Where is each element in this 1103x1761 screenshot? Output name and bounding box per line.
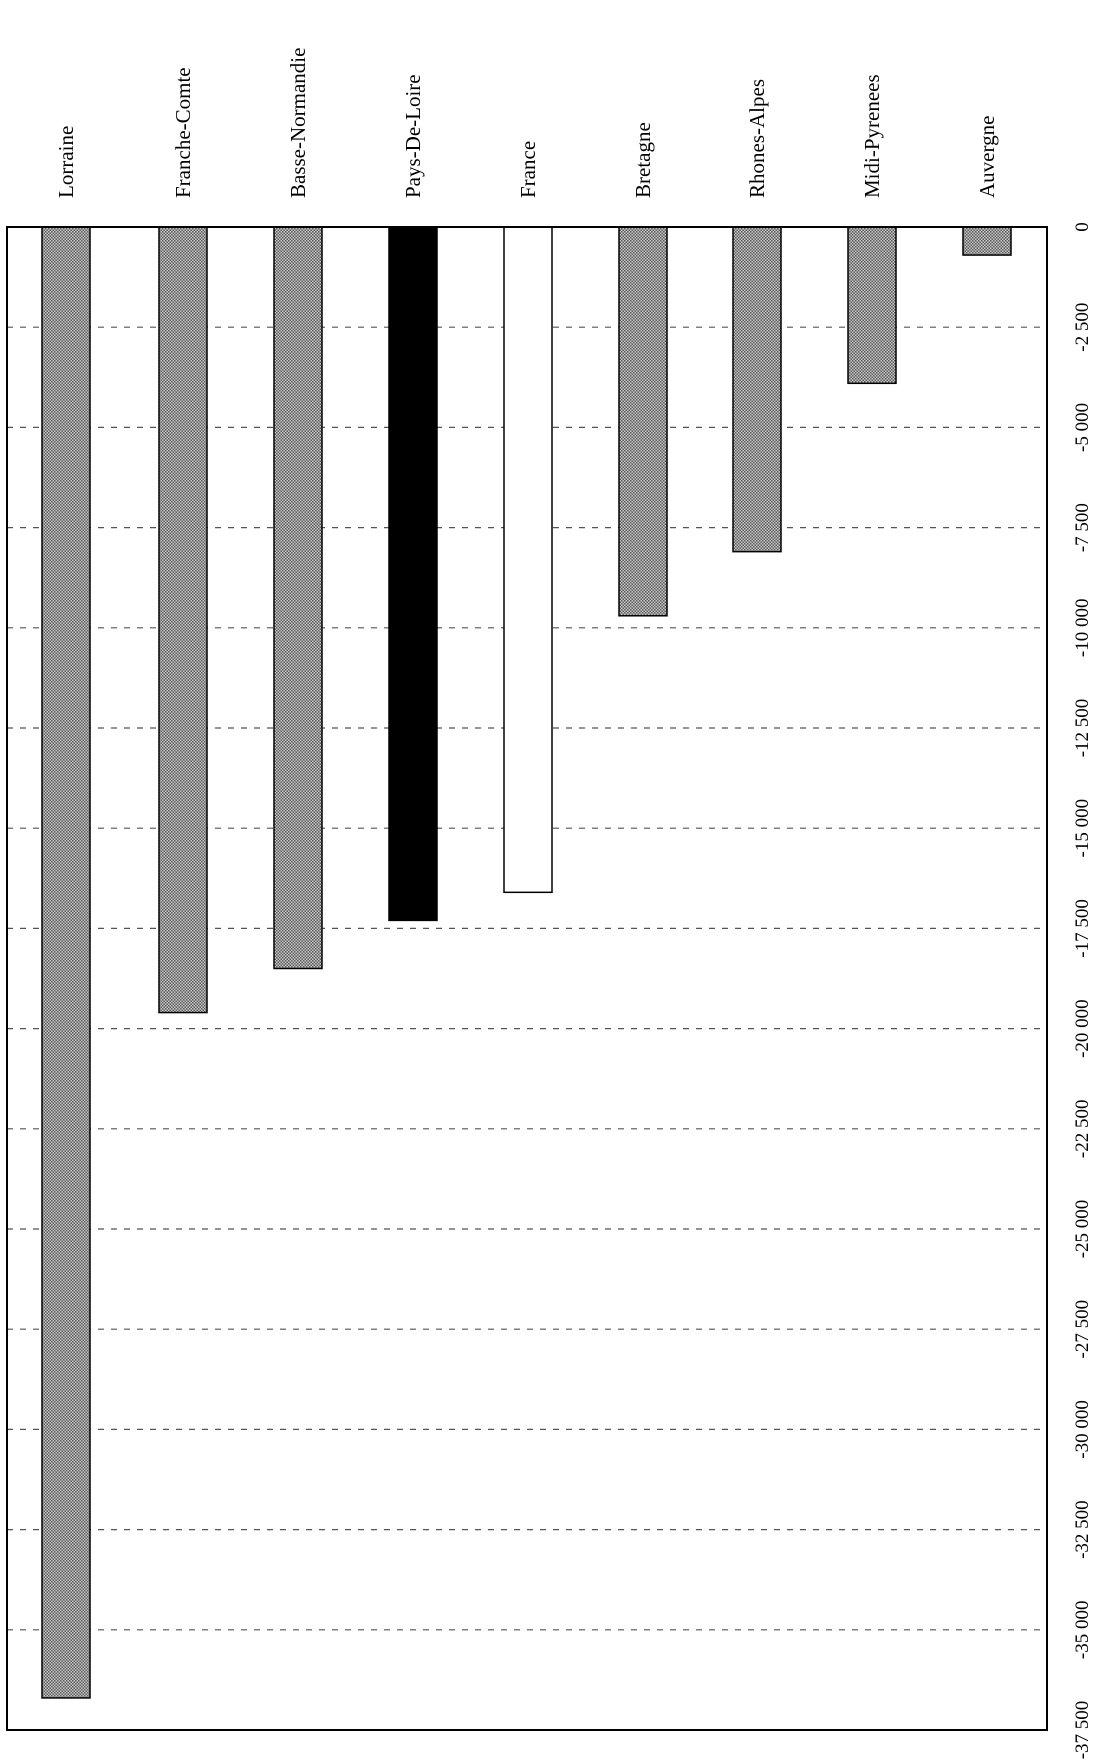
category-labels: Lorraine Franche-Comte Basse-Normandie Pays… — [54, 48, 999, 198]
category-label: Auvergne — [975, 116, 999, 198]
bar-rhones-alpes — [732, 226, 782, 553]
tick-label: -12 500 — [1072, 699, 1093, 758]
bars — [41, 226, 1012, 1699]
tick-label: -7 500 — [1072, 503, 1093, 552]
bar-bretagne — [618, 226, 668, 617]
category-label: Lorraine — [54, 126, 78, 198]
category-label: Rhones-Alpes — [745, 79, 769, 198]
bar-france — [503, 226, 553, 894]
tick-label: -35 000 — [1072, 1601, 1093, 1660]
plot-frame — [6, 226, 1048, 1731]
tick-label: -22 500 — [1072, 1100, 1093, 1159]
category-label: Pays-De-Loire — [401, 74, 425, 198]
bar-franche-comte — [158, 226, 208, 1014]
tick-label: -30 000 — [1072, 1400, 1093, 1459]
tick-label: 0 — [1072, 222, 1093, 232]
category-label: Franche-Comte — [171, 67, 195, 198]
tick-label: -20 000 — [1072, 999, 1093, 1058]
bar-basse-normandie — [273, 226, 323, 970]
tick-label: -17 500 — [1072, 899, 1093, 958]
value-axis-tick-labels: 0 -2 500 -5 000 -7 500 -10 000 -12 500 -15 000… — [1072, 222, 1093, 1759]
category-label: Basse-Normandie — [286, 48, 310, 198]
tick-label: -32 500 — [1072, 1500, 1093, 1559]
tick-label: -10 000 — [1072, 599, 1093, 658]
bar-pays-de-loire — [388, 226, 438, 922]
category-label: Bretagne — [631, 122, 655, 198]
tick-label: -37 500 — [1072, 1701, 1093, 1760]
tick-label: -25 000 — [1072, 1200, 1093, 1259]
bar-lorraine — [41, 226, 91, 1699]
tick-label: -15 000 — [1072, 799, 1093, 858]
bar-midi-pyrenees — [847, 226, 897, 385]
tick-label: -27 500 — [1072, 1300, 1093, 1359]
tick-label: -5 000 — [1072, 403, 1093, 452]
category-label: Midi-Pyrenees — [860, 74, 884, 198]
bar-auvergne — [962, 226, 1012, 256]
category-label: France — [516, 141, 540, 198]
tick-label: -2 500 — [1072, 303, 1093, 352]
